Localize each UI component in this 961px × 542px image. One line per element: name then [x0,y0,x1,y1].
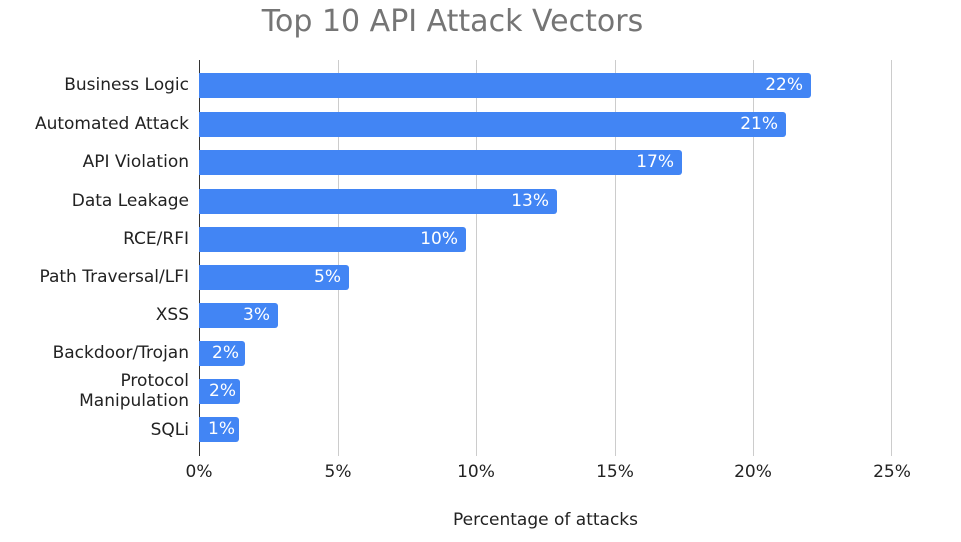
category-label: Path Traversal/LFI [39,267,189,287]
x-tick: 25% [873,462,911,482]
category-label: XSS [155,305,189,325]
x-tick: 5% [324,462,352,482]
data-label: 13% [511,191,549,211]
x-tick: 15% [596,462,634,482]
bar-business-logic[interactable]: 22% [199,73,811,98]
category-label: Automated Attack [34,114,189,134]
data-label: 5% [314,267,341,287]
bar-sqli[interactable]: 1% [199,417,239,442]
y-axis-line [199,60,200,456]
data-label: 21% [740,114,778,134]
data-label: 2% [212,343,239,363]
bar-backdoor-trojan[interactable]: 2% [199,341,245,366]
bar-data-leakage[interactable]: 13% [199,189,557,214]
x-axis-title: Percentage of attacks [452,510,639,530]
gridline-15 [614,60,616,456]
x-tick: 10% [457,462,495,482]
data-label: 17% [636,152,674,172]
bar-xss[interactable]: 3% [199,303,278,328]
gridline-5 [337,60,339,456]
category-label: Protocol Manipulation [79,371,189,411]
plot-area: 22% 21% 17% 13% 10% 5% 3% 2% 2% 1% [199,60,892,456]
x-tick: 0% [185,462,213,482]
gridline-20 [753,60,755,456]
x-tick: 20% [734,462,772,482]
data-label: 10% [420,229,458,249]
data-label: 3% [243,305,270,325]
category-label: RCE/RFI [123,229,189,249]
category-label: Business Logic [64,75,189,95]
chart-title: Top 10 API Attack Vectors [261,4,644,39]
category-label: Backdoor/Trojan [52,343,189,363]
gridline-10 [476,60,478,456]
bar-path-traversal[interactable]: 5% [199,265,349,290]
category-label: API Violation [82,152,189,172]
bar-automated-attack[interactable]: 21% [199,112,786,137]
data-label: 2% [209,381,236,401]
bar-rce-rfi[interactable]: 10% [199,227,466,252]
data-label: 22% [765,75,803,95]
category-label: Data Leakage [71,191,189,211]
bar-protocol-manipulation[interactable]: 2% [199,379,240,404]
data-label: 1% [208,419,235,439]
gridline-25 [891,60,892,456]
category-label: SQLi [150,420,189,440]
bar-api-violation[interactable]: 17% [199,150,682,175]
